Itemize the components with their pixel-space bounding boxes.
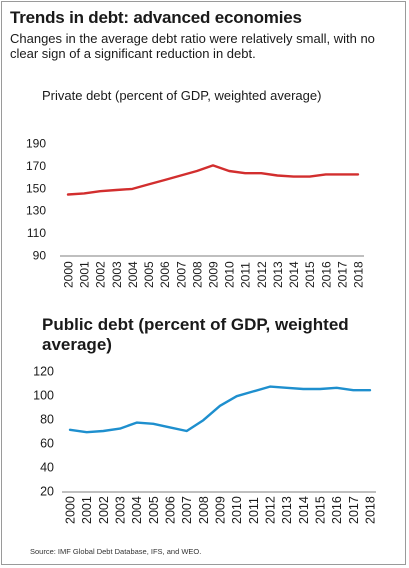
private-debt-x-tick-label: 2005: [142, 261, 156, 288]
private-debt-chart-title: Private debt (percent of GDP, weighted a…: [42, 88, 322, 103]
private-debt-x-tick-label: 2015: [303, 261, 317, 288]
private-debt-x-tick-label: 2012: [255, 261, 269, 288]
public-debt-x-tick-label: 2005: [147, 496, 161, 524]
public-debt-y-tick-label: 40: [40, 461, 54, 475]
public-debt-y-tick-label: 60: [40, 437, 54, 451]
private-debt-y-tick-label: 190: [26, 137, 46, 151]
public-debt-x-tick-label: 2016: [330, 496, 344, 524]
source-note: Source: IMF Global Debt Database, IFS, a…: [30, 547, 202, 556]
public-debt-x-tick-label: 2018: [364, 496, 378, 524]
public-debt-x-tick-label: 2006: [164, 496, 178, 524]
public-debt-y-tick-label: 100: [33, 389, 54, 403]
private-debt-y-tick-label: 110: [27, 226, 46, 240]
public-debt-x-tick-label: 2014: [297, 496, 311, 524]
public-debt-x-tick-label: 2009: [214, 496, 228, 524]
private-debt-x-tick-label: 2014: [287, 261, 301, 288]
public-debt-x-tick-label: 2012: [264, 496, 278, 524]
private-debt-x-tick-label: 2007: [174, 261, 188, 288]
private-debt-x-tick-label: 2016: [319, 261, 333, 288]
private-debt-x-tick-label: 2006: [158, 261, 172, 288]
private-debt-y-tick-label: 90: [33, 249, 47, 263]
private-debt-x-tick-label: 2017: [335, 261, 349, 288]
figure-title: Trends in debt: advanced economies: [10, 8, 302, 27]
public-debt-x-tick-label: 2002: [97, 496, 111, 524]
private-debt-series-line: [66, 164, 360, 196]
private-debt-x-tick-label: 2002: [94, 261, 108, 288]
public-debt-series-line: [68, 385, 372, 434]
public-debt-x-tick-label: 2011: [247, 497, 261, 524]
private-debt-y-tick-label: 130: [26, 204, 46, 218]
public-debt-x-tick-label: 2004: [130, 496, 144, 524]
public-debt-x-tick-label: 2017: [347, 496, 361, 524]
private-debt-x-tick-label: 2001: [78, 261, 92, 288]
public-debt-x-tick-label: 2003: [114, 496, 128, 524]
private-debt-y-tick-label: 150: [26, 181, 46, 195]
public-debt-x-tick-label: 2010: [230, 496, 244, 524]
private-debt-x-tick-label: 2008: [190, 261, 204, 288]
public-debt-y-tick-label: 20: [40, 485, 54, 499]
private-debt-x-tick-label: 2013: [271, 261, 285, 288]
public-debt-x-tick-label: 2001: [80, 496, 94, 524]
public-debt-x-tick-label: 2000: [64, 496, 78, 524]
public-debt-chart-title: Public debt (percent of GDP, weighted av…: [42, 315, 349, 354]
public-debt-y-tick-label: 80: [40, 413, 54, 427]
private-debt-x-tick-label: 2018: [352, 261, 366, 288]
private-debt-x-tick-label: 2004: [126, 261, 140, 288]
private-debt-x-tick-label: 2010: [223, 261, 237, 288]
public-debt-y-tick-label: 120: [33, 365, 54, 379]
public-debt-x-tick-label: 2008: [197, 496, 211, 524]
figure-subtitle: Changes in the average debt ratio were r…: [10, 31, 375, 61]
private-debt-x-tick-label: 2011: [239, 262, 253, 288]
private-debt-x-tick-label: 2000: [62, 261, 76, 288]
public-debt-x-tick-label: 2007: [180, 496, 194, 524]
public-debt-x-tick-label: 2013: [280, 496, 294, 524]
private-debt-x-tick-label: 2003: [110, 261, 124, 288]
private-debt-y-tick-label: 170: [26, 159, 46, 173]
private-debt-x-tick-label: 2009: [207, 261, 221, 288]
public-debt-x-tick-label: 2015: [314, 496, 328, 524]
